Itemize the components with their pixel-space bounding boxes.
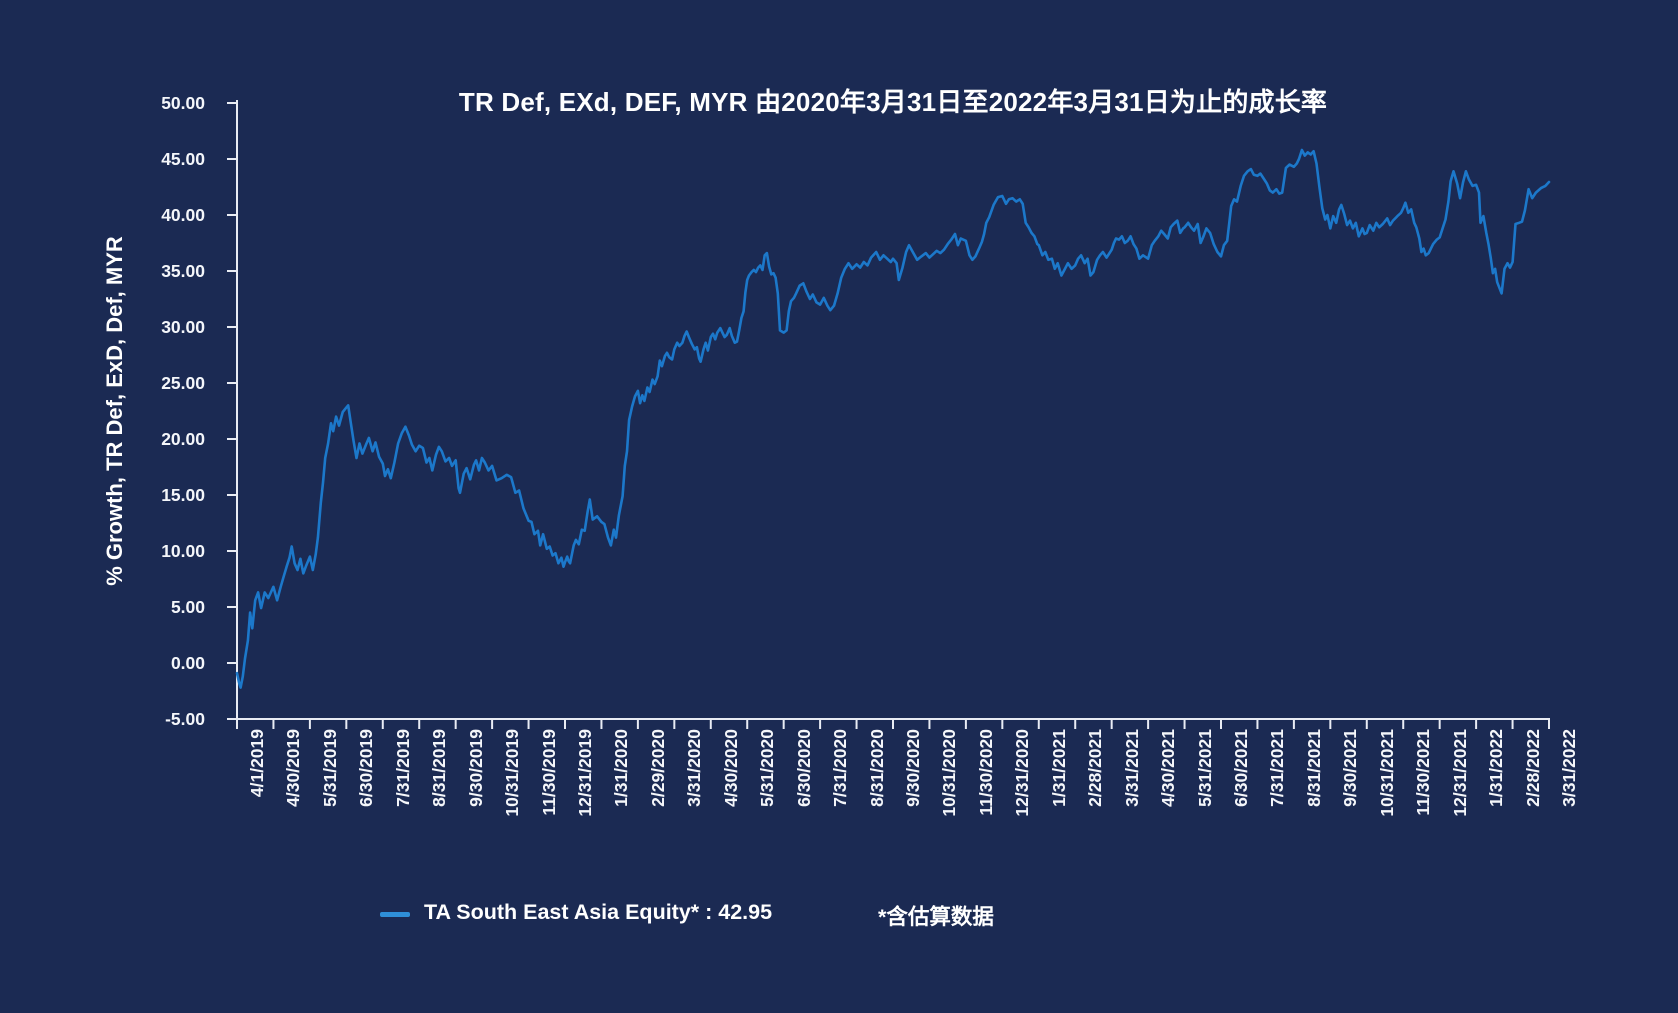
x-tick-label: 4/30/2021 [1158,729,1179,807]
x-tick-label: 9/30/2020 [903,729,923,807]
x-tick-label: 6/30/2020 [793,729,814,807]
x-tick-label: 6/30/2019 [356,729,377,807]
x-tick-label: 7/31/2019 [392,729,413,807]
x-tick-label: 5/31/2020 [757,729,778,807]
x-tick-label: 10/31/2020 [939,729,960,817]
y-tick-label: 5.00 [170,597,205,617]
y-tick-label: 25.00 [161,373,205,393]
x-tick-label: 4/30/2020 [720,729,741,807]
x-tick-label: 3/31/2020 [684,729,705,807]
y-tick-label: -5.00 [165,709,205,729]
x-tick-label: 1/31/2022 [1486,729,1507,807]
x-tick-label: 3/31/2021 [1121,729,1142,807]
x-tick-label: 10/31/2019 [502,729,523,817]
x-tick-label: 3/31/2022 [1559,729,1579,807]
x-tick-label: 4/1/2019 [247,729,267,798]
y-tick-label: 30.00 [161,317,205,337]
x-tick-label: 12/31/2021 [1449,729,1470,817]
x-tick-label: 2/28/2022 [1522,729,1543,807]
x-tick-label: 12/31/2020 [1012,729,1033,817]
x-tick-label: 11/30/2019 [538,729,559,816]
x-tick-label: 4/30/2019 [283,729,304,807]
legend-series-label: TA South East Asia Equity* : 42.95 [424,900,773,924]
x-tick-label: 8/31/2021 [1303,729,1324,807]
x-tick-label: 2/28/2021 [1085,729,1106,807]
x-tick-label: 10/31/2021 [1376,729,1397,817]
y-tick-label: 0.00 [170,653,205,673]
x-tick-label: 11/30/2020 [975,729,996,816]
x-tick-label: 1/31/2020 [611,729,632,807]
x-tick-label: 8/31/2019 [429,729,450,807]
y-tick-label: 15.00 [161,485,205,505]
x-tick-label: 7/31/2020 [830,729,851,807]
x-tick-label: 9/30/2019 [465,729,486,807]
y-tick-label: 10.00 [161,541,205,561]
x-tick-label: 2/29/2020 [647,729,668,807]
y-tick-label: 40.00 [161,205,205,225]
chart-title: TR Def, EXd, DEF, MYR 由2020年3月31日至2022年3… [458,87,1328,117]
y-tick-label: 20.00 [161,429,205,449]
x-tick-label: 11/30/2021 [1413,729,1434,816]
y-tick-label: 50.00 [161,93,205,113]
x-tick-label: 7/31/2021 [1267,729,1288,807]
legend-line-marker-icon [380,912,410,917]
x-tick-label: 12/31/2019 [575,729,595,817]
x-tick-label: 5/31/2019 [319,729,340,807]
y-tick-label: 35.00 [161,261,205,281]
legend-estimate-note: *含估算数据 [878,905,994,929]
x-tick-label: 1/31/2021 [1048,729,1069,807]
x-tick-label: 8/31/2020 [866,729,887,807]
y-tick-label: 45.00 [161,149,205,169]
x-tick-label: 6/30/2021 [1231,729,1251,807]
x-tick-label: 5/31/2021 [1194,729,1215,807]
x-tick-label: 9/30/2021 [1340,729,1361,807]
series-line [235,148,1551,689]
